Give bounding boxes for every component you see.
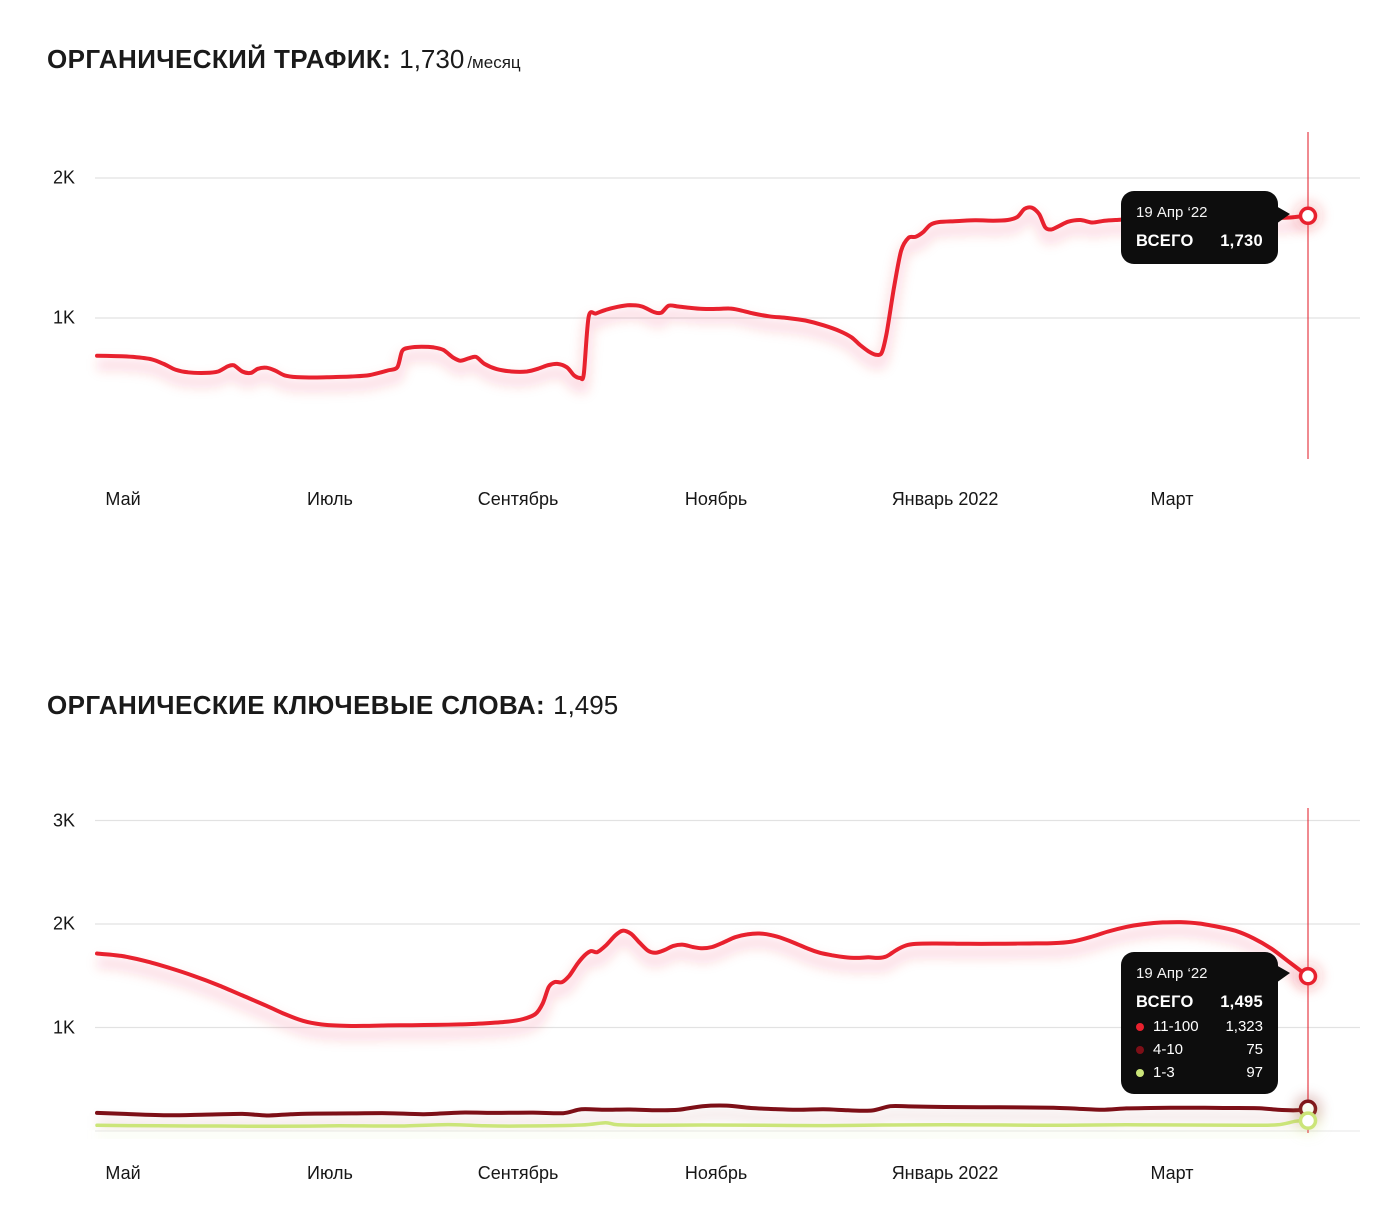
series-line [95, 1103, 1310, 1118]
organic-traffic-title-label: ОРГАНИЧЕСКИЙ ТРАФИК: [47, 44, 392, 74]
line-glow [96, 1108, 1310, 1131]
tooltip-total-row: ВСЕГО 1,495 [1136, 993, 1263, 1012]
x-axis-tick: Май [105, 1163, 141, 1183]
tooltip-date: 19 Апр ‘22 [1136, 204, 1208, 221]
x-axis-tick: Январь 2022 [891, 1163, 999, 1183]
x-axis-tick: Ноябрь [684, 1163, 748, 1183]
organic-keywords-title-label: ОРГАНИЧЕСКИЕ КЛЮЧЕВЫЕ СЛОВА: [47, 690, 546, 720]
data-point-marker [1298, 1111, 1318, 1130]
tooltip-series-label: 11-100 [1136, 1018, 1199, 1035]
tooltip-series-label: 4-10 [1136, 1041, 1183, 1058]
tooltip-series-value: 75 [1246, 1041, 1263, 1058]
tooltip-series-name: 11-100 [1153, 1018, 1199, 1035]
organic-keywords-title: ОРГАНИЧЕСКИЕ КЛЮЧЕВЫЕ СЛОВА: 1,495 [47, 690, 618, 721]
organic-traffic-title: ОРГАНИЧЕСКИЙ ТРАФИК: 1,730/месяц [47, 44, 521, 75]
tooltip-series-row: 11-100 1,323 [1136, 1018, 1263, 1035]
tooltip-series-rows: 11-100 1,323 4-10 75 1-3 97 [1136, 1018, 1263, 1081]
line-glow [96, 1124, 1309, 1141]
tooltip-date: 19 Апр ‘22 [1136, 965, 1208, 982]
y-axis-tick: 2K [52, 167, 75, 188]
tooltip-arrow-icon [1276, 206, 1290, 224]
tooltip-series-value: 1,323 [1225, 1018, 1263, 1035]
tooltip-total-label: ВСЕГО [1136, 232, 1194, 250]
y-axis-tick: 1K [52, 307, 75, 328]
tooltip-organic-keywords: 19 Апр ‘22 ВСЕГО 1,495 11-100 1,323 4-10 75… [1121, 952, 1290, 1094]
x-axis-tick: Март [1150, 1163, 1194, 1183]
x-axis-tick: Сентябрь [477, 1163, 559, 1183]
x-axis-tick: Июль [307, 489, 353, 509]
data-point-marker [1298, 967, 1318, 986]
series-color-dot-icon [1136, 1022, 1144, 1031]
x-axis-tick: Январь 2022 [891, 489, 999, 509]
tooltip-organic-traffic: 19 Апр ‘22 ВСЕГО 1,730 [1121, 191, 1290, 264]
series-line [95, 205, 1310, 382]
tooltip-total-label: ВСЕГО [1136, 993, 1194, 1011]
tooltip-series-name: 4-10 [1153, 1041, 1184, 1058]
series-color-dot-icon [1136, 1068, 1144, 1077]
x-axis-tick: Сентябрь [477, 489, 559, 509]
line-glow [96, 210, 1309, 395]
tooltip-arrow-icon [1276, 965, 1290, 983]
tooltip-total-row: ВСЕГО 1,730 [1136, 232, 1263, 251]
tooltip-total-value: 1,730 [1220, 232, 1263, 250]
x-axis-tick: Июль [307, 1163, 353, 1183]
x-axis-tick: Март [1150, 489, 1194, 509]
tooltip-series-name: 1-3 [1153, 1064, 1175, 1081]
line-glow [96, 925, 1312, 1041]
organic-traffic-title-suffix: /месяц [467, 53, 521, 72]
series-line [95, 920, 1310, 1028]
data-point-marker [1298, 206, 1318, 226]
x-axis-tick: Ноябрь [684, 489, 748, 509]
series-color-dot-icon [1136, 1045, 1144, 1054]
y-axis-tick: 2K [52, 913, 75, 934]
tooltip-series-row: 1-3 97 [1136, 1064, 1263, 1081]
tooltip-series-row: 4-10 75 [1136, 1041, 1263, 1058]
y-axis-tick: 1K [52, 1017, 75, 1037]
organic-keywords-title-value: 1,495 [553, 690, 619, 720]
organic-traffic-title-value: 1,730 [399, 44, 465, 74]
tooltip-total-value: 1,495 [1220, 993, 1263, 1011]
x-axis-tick: Май [105, 489, 141, 509]
tooltip-series-label: 1-3 [1136, 1064, 1175, 1081]
series-line [95, 1118, 1310, 1129]
y-axis-tick: 3K [52, 810, 75, 830]
tooltip-series-value: 97 [1246, 1064, 1263, 1081]
